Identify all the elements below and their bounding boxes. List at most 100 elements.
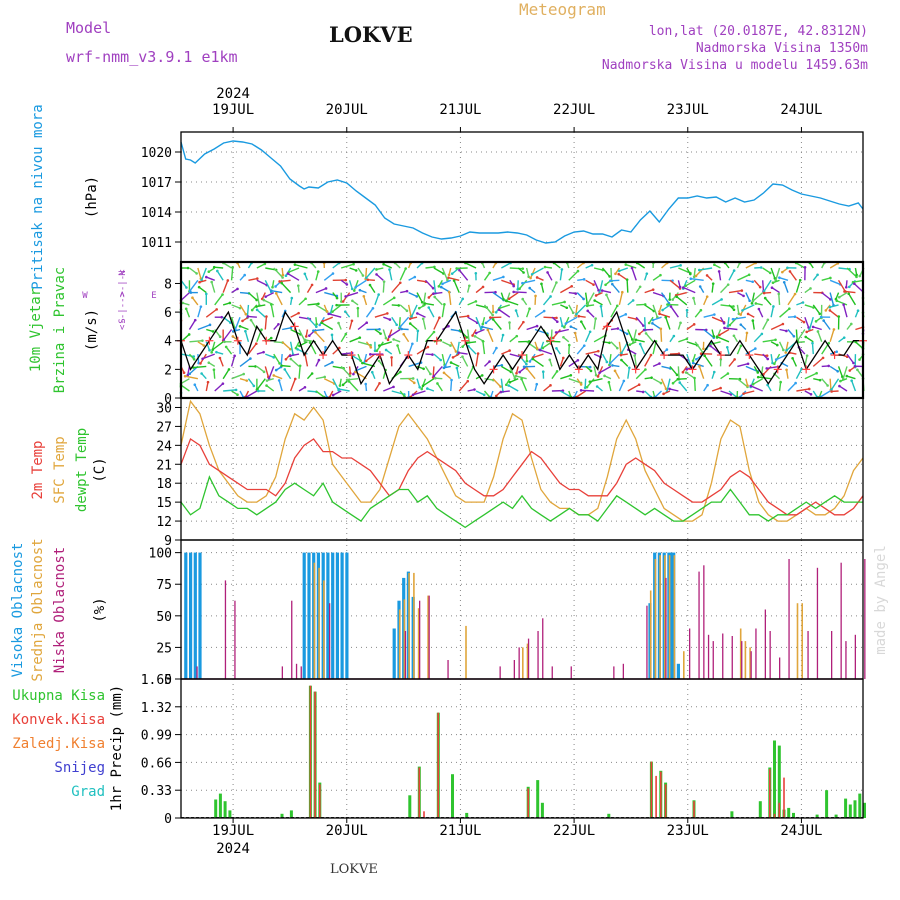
year-label-bottom: 2024 (216, 841, 250, 857)
wind-vector (340, 365, 351, 377)
wind-vector-head (751, 280, 754, 284)
convective-precip-bar (778, 802, 781, 818)
wind-vector-head (651, 322, 654, 325)
wind-vector (683, 286, 696, 294)
high-cloud-bar (392, 628, 396, 679)
wind-vector (197, 306, 202, 318)
wind-vector-head (622, 379, 626, 383)
wind-vector-head (842, 336, 846, 339)
wind-vector (846, 353, 855, 364)
total-precip-bar (853, 800, 857, 818)
wind-vector-head (589, 369, 593, 373)
wind-vector-head (457, 351, 461, 354)
wind-vector-head (412, 381, 416, 385)
wind-vector-head (188, 372, 191, 376)
wind-vector (819, 390, 831, 398)
wind-vector (278, 380, 283, 392)
wind-vector-head (713, 263, 716, 267)
wind-vector-head (461, 355, 464, 358)
wind-vector (376, 273, 384, 281)
wind-vector-head (776, 343, 779, 347)
wind-vector (631, 267, 637, 281)
wind-vector (239, 304, 247, 315)
wind-vector (703, 296, 708, 306)
wind-vector (256, 292, 261, 306)
wind-vector-head (408, 322, 412, 325)
wind-vector-head (345, 378, 349, 382)
wind-vector-head (473, 388, 476, 391)
wind-vector (846, 267, 857, 278)
wind-vector-head (605, 293, 608, 297)
wind-vector (568, 304, 574, 314)
wind-vector-head (331, 393, 335, 397)
wind-vector-head (446, 278, 449, 282)
wind-vector-head (631, 299, 635, 302)
wind-vector-head (725, 346, 729, 349)
wind-vector-head (814, 320, 818, 323)
wind-vector-head (582, 344, 586, 347)
wind-vector (829, 262, 839, 269)
wind-vector (313, 328, 325, 332)
wind-vector-head (426, 387, 429, 390)
wind-vector (433, 280, 437, 294)
wind-vector (704, 355, 713, 367)
precip-legend-3: Snijeg (54, 760, 105, 776)
wind-vector (374, 382, 381, 392)
wind-vector (338, 388, 350, 392)
wind-vector-head (816, 273, 819, 277)
wind-vector (315, 271, 319, 281)
convective-precip-bar (783, 777, 785, 818)
wind-vector-head (432, 374, 436, 378)
wind-vector-head (293, 263, 297, 266)
wind-vector-head (664, 387, 668, 391)
y-tick-label: 24 (156, 439, 172, 454)
wind-vector (290, 358, 300, 367)
wind-vector (546, 272, 553, 281)
wind-vector-head (386, 338, 390, 342)
wind-vector-head (241, 319, 244, 323)
wind-vector-head (514, 309, 518, 312)
wind-vector (745, 292, 751, 302)
wind-vector-head (452, 279, 456, 282)
wind-vector (424, 366, 431, 375)
wind-vector-head (748, 299, 751, 303)
wind-vector (223, 262, 232, 269)
wind-vector (353, 280, 359, 291)
wind-vector (197, 324, 211, 331)
total-precip-bar (465, 812, 469, 818)
wind-vector-head (774, 338, 777, 342)
wind-vector-head (567, 343, 571, 347)
wind-vector-head (271, 285, 274, 289)
wind-vector (644, 304, 655, 312)
total-precip-bar (408, 795, 412, 818)
wind-vector (837, 366, 843, 377)
wind-vector-head (327, 312, 330, 316)
wind-vector-head (765, 354, 769, 357)
wind-vector (475, 328, 485, 334)
wind-vector (543, 316, 557, 319)
wind-vector-head (296, 284, 300, 287)
wind-vector (290, 312, 299, 318)
high-cloud-bar (302, 552, 306, 679)
wind-vector-head (746, 362, 750, 366)
y-tick-label: 25 (156, 641, 172, 656)
wind-vector-head (582, 278, 586, 281)
wind-vector-head (582, 297, 585, 301)
total-precip-bar (773, 740, 776, 818)
wind-vector (357, 322, 368, 331)
wind-vector-head (392, 296, 396, 300)
compass-north: N (118, 270, 128, 275)
wind-vector (724, 327, 738, 331)
wind-vector-head (805, 330, 808, 334)
wind-vector-head (697, 268, 701, 272)
wind-vector-head (515, 334, 519, 338)
wind-vector (829, 292, 835, 306)
wind-vector-head (200, 372, 203, 375)
low-cloud-bar (665, 577, 667, 679)
wind-vector (770, 267, 776, 279)
wind-vector (610, 267, 613, 282)
wind-vector-head (238, 306, 242, 310)
mid-cloud-bar (739, 628, 742, 679)
wind-vector-head (620, 290, 624, 294)
wind-vector-head (404, 267, 407, 270)
